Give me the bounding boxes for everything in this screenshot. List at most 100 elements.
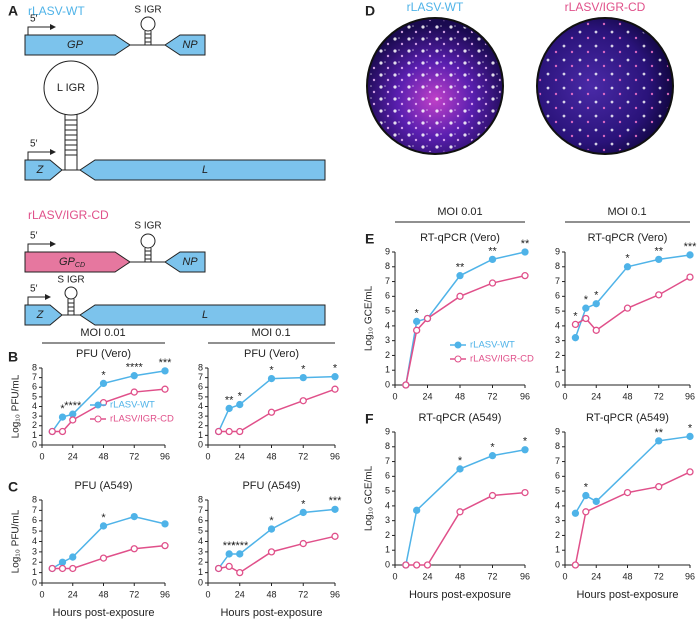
y-tick-label: 0 (198, 439, 203, 449)
y-tick-label: 0 (555, 379, 560, 389)
virus-label: rLASV-WT (28, 4, 85, 18)
point (456, 465, 464, 473)
chart-title: PFU (Vero) (76, 348, 131, 360)
y-tick-label: 6 (198, 515, 203, 525)
y-axis-label: Log₁₀ PFU/mL (11, 374, 22, 438)
igr-label: L IGR (57, 82, 85, 94)
point (69, 564, 77, 573)
significance: * (490, 442, 495, 454)
y-tick-label: 9 (555, 426, 560, 436)
y-tick-label: 8 (198, 362, 203, 372)
chart: RT-qPCR (Vero) 0 1 2 3 4 5 6 7 8 9 0 24 48 72 96 Log₁₀ G… (364, 232, 534, 401)
y-tick-label: 4 (32, 536, 37, 546)
point (225, 427, 233, 436)
point (99, 554, 108, 562)
point (488, 451, 497, 460)
point (58, 427, 67, 436)
y-tick-label: 3 (32, 411, 37, 421)
y-tick-label: 1 (555, 365, 560, 375)
x-tick-label: 48 (98, 451, 108, 461)
x-tick-label: 0 (562, 391, 567, 401)
y-tick-label: 6 (385, 291, 390, 301)
significance: * (333, 363, 338, 375)
series-line (574, 471, 691, 566)
x-tick-label: 24 (422, 391, 432, 401)
y-tick-label: 4 (555, 500, 560, 510)
igr-label: S IGR (134, 221, 161, 232)
point (571, 509, 580, 517)
significance: * (594, 290, 599, 302)
x-tick-label: 0 (205, 451, 210, 461)
y-tick-label: 8 (385, 261, 390, 271)
igr-label: S IGR (134, 5, 161, 16)
x-tick-label: 48 (266, 451, 276, 461)
x-tick-label: 96 (685, 571, 695, 581)
virus-label: rLASV/IGR-CD (28, 208, 109, 222)
plaque-speckles (539, 20, 671, 152)
significance: ** (456, 262, 465, 274)
point (456, 271, 464, 280)
x-axis-label: Hours post-exposure (409, 589, 511, 601)
x-tick-label: 48 (455, 391, 465, 401)
point (623, 488, 632, 497)
y-tick-label: 0 (555, 559, 560, 569)
x-tick-label: 0 (205, 589, 210, 599)
point (423, 561, 432, 569)
five-prime: 5′ (30, 14, 38, 25)
significance: *** (159, 357, 173, 369)
point (130, 545, 138, 553)
point (58, 558, 67, 566)
chart-title: PFU (Vero) (244, 348, 299, 360)
chart-title: PFU (A549) (242, 480, 300, 492)
point (402, 561, 410, 569)
y-tick-label: 5 (198, 526, 203, 536)
point (331, 532, 339, 540)
point (331, 385, 339, 393)
gene-arrow (24, 304, 63, 326)
x-tick-label: 0 (39, 589, 44, 599)
y-tick-label: 8 (385, 441, 390, 451)
y-tick-label: 0 (385, 379, 390, 389)
point (214, 427, 223, 436)
point (331, 373, 339, 381)
x-tick-label: 72 (487, 571, 497, 581)
chart-title: RT-qPCR (Vero) (588, 232, 668, 244)
chart-title: RT-qPCR (Vero) (420, 232, 500, 244)
x-tick-label: 72 (298, 451, 308, 461)
y-tick-label: 6 (32, 382, 37, 392)
group-header: MOI 0.01 (437, 206, 482, 218)
point (423, 314, 432, 323)
y-tick-label: 6 (32, 515, 37, 525)
point (686, 468, 694, 476)
legend-marker (94, 415, 102, 423)
series-line (217, 375, 336, 432)
hairpin (140, 16, 156, 45)
point (488, 491, 497, 500)
plaque-speckles (369, 20, 501, 152)
point (236, 427, 244, 436)
point (456, 508, 464, 516)
x-tick-label: 0 (392, 391, 397, 401)
point (655, 291, 663, 299)
gene-label: Z (36, 164, 45, 176)
five-prime: 5′ (30, 139, 38, 150)
gene-label: GPCD (59, 256, 85, 269)
point (413, 326, 421, 334)
gene-arrow (164, 34, 206, 56)
significance: **** (126, 362, 144, 374)
gene-label: NP (182, 256, 198, 268)
point (161, 542, 169, 550)
significance: * (625, 253, 630, 265)
five-prime-arrow (27, 24, 56, 35)
x-tick-label: 72 (129, 451, 139, 461)
significance: ** (654, 427, 663, 439)
y-tick-label: 7 (32, 372, 37, 382)
gene-name: GP (59, 256, 76, 268)
point (582, 314, 590, 323)
series-line (51, 515, 166, 570)
y-tick-label: 6 (198, 382, 203, 392)
y-tick-label: 2 (555, 350, 560, 360)
x-tick-label: 72 (298, 589, 308, 599)
